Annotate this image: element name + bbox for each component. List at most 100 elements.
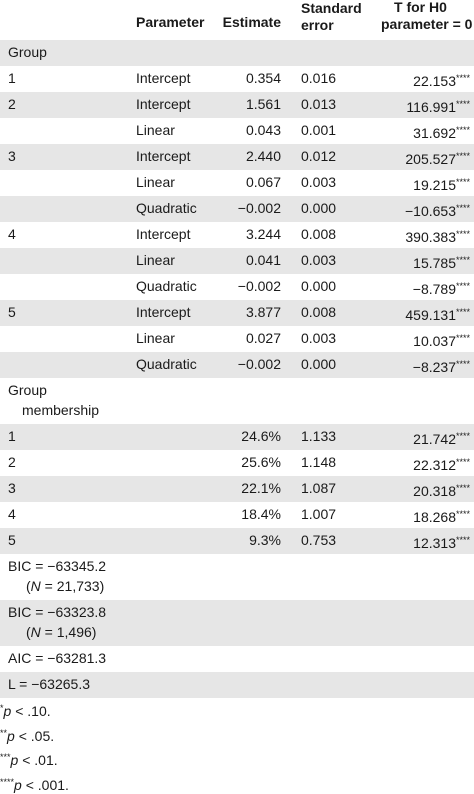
estimate-value: −0.002 bbox=[237, 278, 281, 294]
t-value: 19.215 bbox=[413, 177, 456, 193]
footnote: *p < .10. bbox=[0, 700, 51, 720]
significance-stars: **** bbox=[455, 229, 470, 239]
group-number: 2 bbox=[8, 96, 16, 112]
t-statistic: 390.383**** bbox=[405, 226, 470, 246]
table-row: Quadratic −0.002 0.000 −8.237**** bbox=[0, 352, 474, 378]
estimate-value: 1.561 bbox=[245, 96, 281, 112]
footnote-stars: **** bbox=[0, 776, 15, 787]
standard-error-value: 1.148 bbox=[301, 454, 337, 470]
sample-size: (N = 1,496) bbox=[26, 624, 96, 641]
t-statistic: 459.131**** bbox=[405, 304, 470, 324]
footnote-stars: * bbox=[0, 703, 4, 713]
t-statistic: 18.268**** bbox=[413, 506, 470, 526]
t-statistic: 15.785**** bbox=[413, 252, 470, 272]
estimate-value: 0.027 bbox=[245, 330, 281, 346]
table-row: 3 22.1% 1.087 20.318**** bbox=[0, 476, 474, 502]
footnote: ****p < .001. bbox=[0, 774, 69, 794]
standard-error-value: 0.003 bbox=[301, 174, 337, 190]
sample-size-open: ( bbox=[26, 578, 31, 594]
standard-error-value: 0.008 bbox=[301, 304, 337, 320]
sample-size-symbol: N bbox=[30, 624, 41, 640]
fit-stat-row: L = −63265.3 bbox=[0, 672, 474, 698]
standard-error-value: 0.000 bbox=[301, 278, 337, 294]
header-estimate: Estimate bbox=[222, 14, 281, 30]
group-number: 1 bbox=[8, 70, 16, 86]
membership-estimate: 25.6% bbox=[241, 454, 281, 470]
standard-error-value: 1.007 bbox=[301, 506, 337, 522]
membership-estimate: 9.3% bbox=[249, 532, 281, 548]
standard-error-value: 0.012 bbox=[301, 148, 337, 164]
table-row: Linear 0.067 0.003 19.215**** bbox=[0, 170, 474, 196]
t-statistic: 205.527**** bbox=[405, 148, 470, 168]
significance-stars: **** bbox=[455, 333, 470, 343]
t-statistic: 12.313**** bbox=[413, 532, 470, 552]
t-value: 21.742 bbox=[413, 431, 456, 447]
standard-error-value: 1.087 bbox=[301, 480, 337, 496]
t-statistic: 31.692**** bbox=[413, 122, 470, 142]
fit-stat-row: BIC = −63323.8 (N = 1,496) bbox=[0, 600, 474, 646]
estimate-value: 3.877 bbox=[245, 304, 281, 320]
estimate-value: 0.041 bbox=[245, 252, 281, 268]
standard-error-value: 0.016 bbox=[301, 70, 337, 86]
significance-stars: **** bbox=[455, 125, 470, 135]
group-number: 3 bbox=[8, 148, 16, 164]
t-value: 390.383 bbox=[405, 229, 456, 245]
estimate-value: 0.043 bbox=[245, 122, 281, 138]
sample-size-value: = 21,733) bbox=[40, 578, 105, 594]
footnote: **p < .05. bbox=[0, 725, 54, 745]
parameter-name: Linear bbox=[136, 330, 175, 346]
t-value: 22.312 bbox=[413, 457, 456, 473]
sample-size: (N = 21,733) bbox=[26, 578, 104, 595]
t-value: 15.785 bbox=[413, 255, 456, 271]
estimate-value: 0.354 bbox=[245, 70, 281, 86]
parameter-name: Quadratic bbox=[136, 200, 197, 216]
footnote: ***p < .01. bbox=[0, 749, 58, 769]
significance-stars: **** bbox=[455, 73, 470, 83]
footnote-symbol: p bbox=[14, 776, 22, 793]
significance-stars: **** bbox=[455, 177, 470, 187]
standard-error-value: 0.003 bbox=[301, 252, 337, 268]
fit-stat-value: AIC = −63281.3 bbox=[8, 650, 107, 666]
t-statistic: 21.742**** bbox=[413, 428, 470, 448]
standard-error-value: 0.013 bbox=[301, 96, 337, 112]
significance-stars: **** bbox=[455, 431, 470, 441]
footnote-symbol: p bbox=[10, 752, 19, 768]
t-statistic: −10.653**** bbox=[405, 200, 470, 220]
significance-stars: **** bbox=[455, 281, 470, 291]
estimate-value: −0.002 bbox=[237, 356, 281, 372]
table-row: 4 Intercept 3.244 0.008 390.383**** bbox=[0, 222, 474, 248]
parameter-name: Linear bbox=[136, 252, 175, 268]
table-row: Quadratic −0.002 0.000 −8.789**** bbox=[0, 274, 474, 300]
t-value: 12.313 bbox=[413, 535, 456, 551]
section-membership-label-line2: membership bbox=[22, 402, 100, 418]
t-value: −10.653 bbox=[404, 203, 456, 219]
header-t-line2: parameter = 0 bbox=[381, 16, 473, 32]
membership-estimate: 22.1% bbox=[241, 480, 281, 496]
footnote-stars: *** bbox=[0, 752, 11, 762]
significance-stars: **** bbox=[455, 359, 470, 369]
group-number: 3 bbox=[8, 480, 16, 496]
estimate-value: 0.067 bbox=[245, 174, 281, 190]
standard-error-value: 0.000 bbox=[301, 356, 337, 372]
t-value: −8.237 bbox=[412, 359, 456, 375]
t-value: 22.153 bbox=[413, 73, 456, 89]
footnote-threshold: < .01. bbox=[18, 752, 58, 768]
membership-estimate: 24.6% bbox=[241, 428, 281, 444]
header-standard-error-line1: Standard bbox=[301, 0, 362, 16]
section-group-label: Group bbox=[8, 44, 47, 60]
t-value: 20.318 bbox=[413, 483, 456, 499]
membership-estimate: 18.4% bbox=[241, 506, 281, 522]
group-number: 5 bbox=[8, 304, 16, 320]
t-value: 116.991 bbox=[406, 99, 456, 115]
footnote-threshold: < .10. bbox=[11, 703, 51, 719]
standard-error-value: 0.008 bbox=[301, 226, 337, 242]
fit-stat-value: L = −63265.3 bbox=[8, 676, 91, 692]
t-statistic: 116.991**** bbox=[406, 96, 470, 116]
table-row: 4 18.4% 1.007 18.268**** bbox=[0, 502, 474, 528]
footnote-symbol: p bbox=[7, 727, 15, 744]
significance-stars: **** bbox=[455, 509, 470, 519]
fit-stat-row: BIC = −63345.2 (N = 21,733) bbox=[0, 554, 474, 600]
parameter-name: Quadratic bbox=[136, 356, 197, 372]
section-group-row: Group bbox=[0, 40, 474, 66]
standard-error-value: 0.001 bbox=[301, 122, 337, 138]
